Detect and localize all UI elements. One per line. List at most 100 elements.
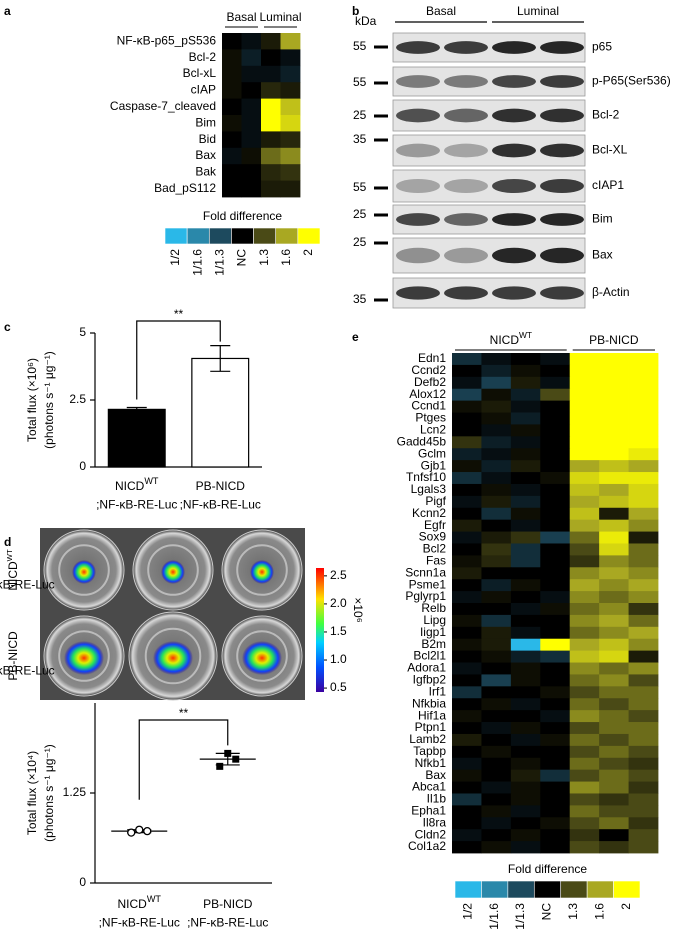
colorbar-label: NC xyxy=(235,249,249,267)
heat-cell xyxy=(628,722,659,735)
y-axis-label: Total flux (×10⁴) xyxy=(25,751,39,835)
heat-cell xyxy=(540,829,571,842)
colorbar-swatch xyxy=(297,227,321,245)
row-label: Adora1 xyxy=(407,661,446,675)
heat-cell xyxy=(481,436,512,449)
heat-cell xyxy=(628,686,659,699)
heat-cell xyxy=(569,424,600,437)
heat-cell xyxy=(540,388,571,402)
row-label: B2m xyxy=(421,637,446,651)
row-label: Lipg xyxy=(423,613,446,627)
heat-cell xyxy=(628,424,659,437)
heat-cell xyxy=(510,781,541,794)
heat-cell xyxy=(510,710,541,723)
row-label: Alox12 xyxy=(409,387,446,401)
x-tick-label-line2: ;NF-κB-RE-Luc xyxy=(187,915,268,929)
heat-cell xyxy=(452,591,482,604)
heat-cell xyxy=(261,164,281,181)
heat-cell xyxy=(452,436,482,449)
heat-cell xyxy=(510,507,541,521)
heat-cell xyxy=(241,147,262,165)
heat-cell xyxy=(510,769,541,782)
y-tick-label: 0 xyxy=(79,875,86,889)
heat-cell xyxy=(599,793,629,806)
heat-cell xyxy=(569,483,600,497)
panel-label: c xyxy=(4,320,11,334)
heat-cell xyxy=(540,710,571,723)
group-label-main: Luminal xyxy=(259,10,301,24)
heat-cell xyxy=(540,614,571,628)
heat-cell xyxy=(540,495,571,509)
group-label-main: NICD xyxy=(490,333,520,347)
heat-cell xyxy=(599,543,629,556)
heat-cell xyxy=(452,722,482,735)
heat-cell xyxy=(481,507,512,521)
heat-cell xyxy=(452,781,482,794)
row-label: Pglyrp1 xyxy=(405,589,446,603)
heat-cell xyxy=(452,710,482,723)
heat-cell xyxy=(540,686,571,699)
heat-cell xyxy=(510,555,541,568)
row-label: Bcl2l1 xyxy=(413,649,446,663)
heat-cell xyxy=(261,98,281,116)
heat-cell xyxy=(569,757,600,771)
heat-cell xyxy=(628,805,659,818)
imaging-signal xyxy=(250,560,274,584)
heat-cell xyxy=(280,131,301,149)
heat-cell xyxy=(510,674,541,687)
heat-cell xyxy=(222,33,242,50)
heat-cell xyxy=(481,829,512,842)
row-label: Col1a2 xyxy=(408,839,446,853)
heat-cell xyxy=(280,98,301,116)
heat-cell xyxy=(481,603,512,616)
heat-cell xyxy=(481,495,512,509)
heat-cell xyxy=(481,626,512,640)
row-label: Fas xyxy=(426,554,446,568)
heat-cell xyxy=(569,662,600,675)
heat-cell xyxy=(481,460,512,473)
colorbar-label: 1.3 xyxy=(566,903,580,920)
blot-band xyxy=(492,247,536,264)
heat-cell xyxy=(452,805,482,818)
blot-unit: kDa xyxy=(355,14,377,28)
heat-cell xyxy=(510,805,541,818)
heat-cell xyxy=(222,180,242,198)
heat-cell xyxy=(540,769,571,782)
heat-cell xyxy=(510,353,541,366)
heat-cell xyxy=(599,483,629,497)
blot-band xyxy=(444,75,488,88)
heat-cell xyxy=(540,400,571,413)
blot-marker-label: 25 xyxy=(353,207,367,221)
row-label: Edn1 xyxy=(418,351,446,365)
blot-band xyxy=(540,41,584,54)
heat-cell xyxy=(241,180,262,198)
heat-cell xyxy=(481,364,512,378)
heat-cell xyxy=(510,686,541,699)
blot-band xyxy=(396,108,440,123)
blot-band xyxy=(540,178,584,194)
heat-cell xyxy=(510,364,541,378)
panel-label: a xyxy=(4,4,11,18)
heat-cell xyxy=(569,436,600,449)
blot-band xyxy=(444,286,488,300)
heat-cell xyxy=(241,49,262,67)
heat-cell xyxy=(481,448,512,461)
heat-cell xyxy=(510,591,541,604)
heat-cell xyxy=(452,353,482,366)
blot-band xyxy=(396,213,440,226)
heat-cell xyxy=(481,757,512,771)
heat-cell xyxy=(280,49,301,67)
heat-cell xyxy=(452,495,482,509)
heat-cell xyxy=(540,674,571,687)
blot-group-label: Basal xyxy=(426,4,456,18)
blot-band xyxy=(540,75,584,88)
heat-cell xyxy=(540,638,571,652)
heat-cell xyxy=(222,147,242,165)
heat-cell xyxy=(599,781,629,794)
blot-row-label: cIAP1 xyxy=(592,178,624,192)
heat-cell xyxy=(481,722,512,735)
colorbar-swatch xyxy=(560,880,588,899)
heat-cell xyxy=(280,164,301,181)
heat-cell xyxy=(241,33,262,50)
x-tick-label-main: NICD xyxy=(115,479,145,493)
